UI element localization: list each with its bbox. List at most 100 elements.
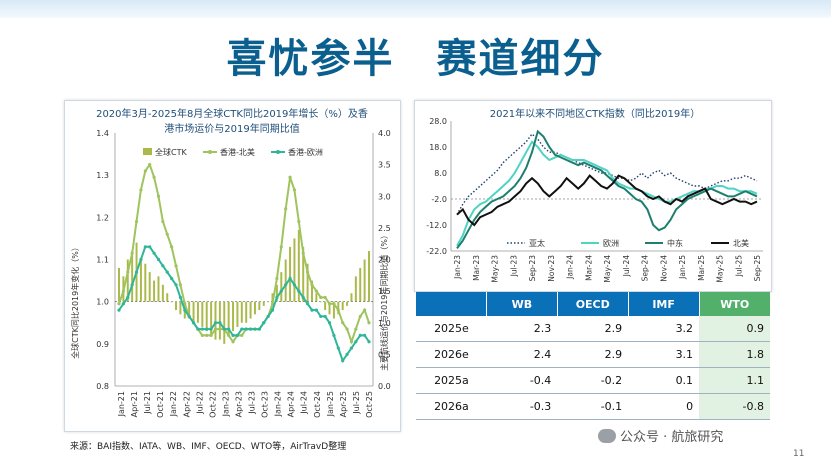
bar-global-ctk xyxy=(144,263,147,302)
bar-global-ctk xyxy=(306,263,309,302)
point-hk-eu xyxy=(156,257,161,262)
x-tick-label: Jan-24 xyxy=(274,391,283,417)
point-hk-eu xyxy=(235,333,240,337)
point-hk-na xyxy=(183,302,187,306)
x-tick-label: Jan-23 xyxy=(221,391,230,417)
point-hk-na xyxy=(349,340,354,344)
point-hk-na xyxy=(332,302,336,306)
point-hk-eu xyxy=(191,321,196,325)
bar-global-ctk xyxy=(232,301,235,332)
bar-global-ctk xyxy=(157,276,160,302)
point-hk-eu xyxy=(126,295,130,300)
table-cell: 1.1 xyxy=(699,367,770,394)
table-cell: 0.9 xyxy=(699,316,770,342)
point-hk-eu xyxy=(270,308,275,312)
series-line-hk-na xyxy=(118,162,370,345)
point-hk-eu xyxy=(292,283,297,287)
point-hk-eu xyxy=(218,321,222,325)
left-y-tick-label: 1.4 xyxy=(96,129,109,138)
point-hk-na xyxy=(213,327,218,331)
point-hk-na xyxy=(327,302,332,306)
legend-label-欧洲: 欧洲 xyxy=(603,238,619,248)
right-y-tick-label: 1.0 xyxy=(378,319,391,328)
wechat-icon xyxy=(598,429,616,443)
point-hk-na xyxy=(227,333,231,337)
point-hk-na xyxy=(292,188,297,192)
point-hk-eu xyxy=(200,327,204,331)
point-hk-na xyxy=(310,283,314,287)
point-hk-eu xyxy=(266,314,270,319)
table-cell: 0 xyxy=(628,393,700,420)
point-hk-eu xyxy=(319,314,323,319)
table-header-cell: WB xyxy=(485,292,558,316)
series-line-hk-eu xyxy=(118,245,370,363)
x-tick-label: Jul-24 xyxy=(300,391,309,415)
point-hk-na xyxy=(134,219,139,224)
bar-global-ctk xyxy=(332,301,335,319)
r-x-tick-label: Nov-24 xyxy=(659,255,668,282)
point-hk-eu xyxy=(143,245,147,249)
legend-marker-hk-eu xyxy=(276,150,280,154)
point-hk-eu xyxy=(130,283,134,287)
point-hk-na xyxy=(345,327,349,331)
point-hk-eu xyxy=(148,245,152,249)
r-y-tick-label: -22.0 xyxy=(426,247,447,256)
point-hk-na xyxy=(288,175,292,179)
bar-global-ctk xyxy=(139,259,142,302)
right-chart-panel: 2021年以来不同地区CTK指数（同比2019年） 28.0 18.0 8.0 -2.… xyxy=(414,100,772,292)
point-hk-na xyxy=(161,219,165,224)
r-x-tick-label: Sep-25 xyxy=(753,255,762,282)
left-y-tick-label: 0.8 xyxy=(96,382,109,391)
r-y-tick-label: 8.0 xyxy=(434,169,447,178)
point-hk-na xyxy=(174,264,178,268)
x-tick-label: Apr-21 xyxy=(130,391,139,417)
bar-global-ctk xyxy=(223,301,226,344)
r-y-tick-label: 28.0 xyxy=(429,117,447,126)
legend-label-中东: 中东 xyxy=(667,238,683,248)
bar-global-ctk xyxy=(227,301,230,336)
r-y-tick-label: -12.0 xyxy=(426,221,447,230)
right-y-tick-label: 3.5 xyxy=(378,161,391,170)
left-chart-panel: 2020年3月-2025年8月全球CTK同比2019年增长（%）及香 港市场运价… xyxy=(64,100,401,432)
bar-global-ctk xyxy=(161,284,164,302)
right-y-tick-label: 2.5 xyxy=(378,224,391,233)
point-hk-na xyxy=(121,289,125,293)
point-hk-eu xyxy=(327,321,332,325)
series-line-中东 xyxy=(456,129,758,249)
point-hk-eu xyxy=(262,321,266,325)
r-x-tick-label: Mar-24 xyxy=(584,255,593,281)
bar-global-ctk xyxy=(240,301,243,323)
r-x-tick-label: May-25 xyxy=(716,255,725,283)
point-hk-eu xyxy=(314,308,318,312)
bar-global-ctk xyxy=(271,293,274,302)
point-hk-na xyxy=(341,321,345,325)
bar-global-ctk xyxy=(179,301,182,315)
point-hk-na xyxy=(152,175,156,179)
left-y-tick-label: 1.1 xyxy=(96,256,109,265)
x-tick-label: Jan-22 xyxy=(169,391,178,417)
bar-global-ctk xyxy=(289,246,292,302)
point-hk-eu xyxy=(367,340,371,344)
table-cell: -0.2 xyxy=(557,367,629,394)
right-y-tick-label: 3.0 xyxy=(378,192,391,201)
bar-global-ctk xyxy=(328,301,331,315)
point-hk-eu xyxy=(301,295,305,300)
left-chart-ylabel-right: 主要航线运价与2019年同期比值（%） xyxy=(379,231,389,371)
right-y-tick-label: 0.0 xyxy=(378,382,391,391)
bar-global-ctk xyxy=(236,301,239,327)
bar-global-ctk xyxy=(350,293,353,302)
table-header-cell xyxy=(415,292,487,316)
bar-global-ctk xyxy=(170,301,173,303)
x-tick-label: Jan-25 xyxy=(326,391,335,417)
watermark-text: 公众号 · 航旅研究 xyxy=(620,430,724,445)
ctk-freight-chart: 2020年3月-2025年8月全球CTK同比2019年增长（%）及香 港市场运价… xyxy=(70,107,391,418)
bar-global-ctk xyxy=(148,272,151,302)
r-x-tick-label: May-23 xyxy=(491,255,500,283)
point-hk-eu xyxy=(288,276,292,281)
point-hk-eu xyxy=(134,270,139,274)
r-x-tick-label: Nov-23 xyxy=(547,255,556,282)
r-x-tick-label: Jul-25 xyxy=(734,255,743,278)
bar-global-ctk xyxy=(245,301,248,323)
point-hk-eu xyxy=(341,359,345,363)
x-tick-label: Oct-22 xyxy=(208,391,217,418)
